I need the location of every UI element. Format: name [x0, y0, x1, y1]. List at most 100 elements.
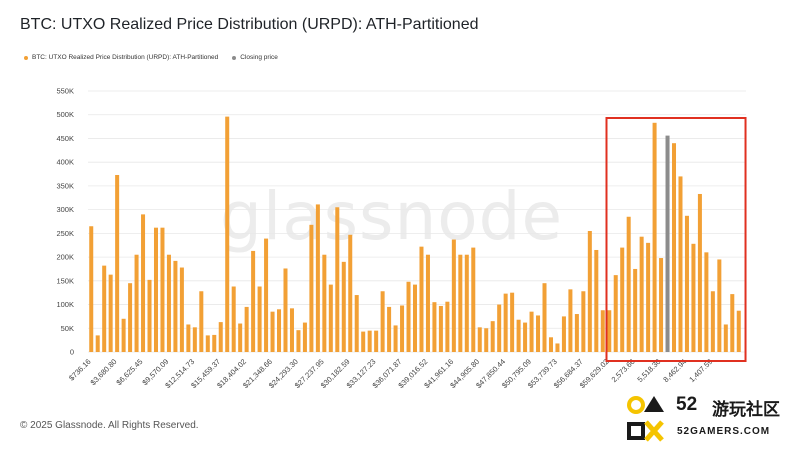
urpd-bar[interactable]: [717, 259, 722, 352]
urpd-bar[interactable]: [561, 316, 566, 352]
urpd-bar[interactable]: [730, 294, 735, 352]
urpd-bar[interactable]: [536, 315, 541, 352]
urpd-bar[interactable]: [710, 291, 715, 352]
urpd-bar[interactable]: [102, 265, 107, 352]
urpd-bar[interactable]: [141, 214, 146, 352]
urpd-bar[interactable]: [594, 249, 599, 352]
urpd-bar[interactable]: [652, 122, 657, 352]
urpd-bar[interactable]: [289, 308, 294, 352]
legend-item-urpd[interactable]: BTC: UTXO Realized Price Distribution (U…: [24, 54, 218, 61]
urpd-bar[interactable]: [646, 242, 651, 352]
urpd-bar[interactable]: [393, 325, 398, 352]
urpd-bar[interactable]: [620, 247, 625, 352]
urpd-bar[interactable]: [251, 250, 256, 352]
urpd-bar[interactable]: [218, 322, 223, 352]
urpd-bar[interactable]: [134, 254, 139, 352]
urpd-bar[interactable]: [529, 311, 534, 352]
urpd-bar[interactable]: [704, 252, 709, 352]
urpd-bar[interactable]: [613, 275, 618, 352]
urpd-bar[interactable]: [160, 227, 165, 352]
urpd-bar[interactable]: [490, 321, 495, 352]
urpd-bar[interactable]: [432, 302, 437, 352]
urpd-bar[interactable]: [283, 268, 288, 352]
urpd-bar[interactable]: [639, 236, 644, 352]
urpd-bar[interactable]: [348, 234, 353, 352]
urpd-bar[interactable]: [425, 254, 430, 352]
urpd-bar[interactable]: [225, 116, 230, 352]
urpd-bar[interactable]: [419, 246, 424, 352]
closing-price-bar[interactable]: [665, 135, 670, 352]
urpd-bar[interactable]: [153, 227, 158, 352]
urpd-bar[interactable]: [192, 327, 197, 352]
urpd-bar[interactable]: [477, 327, 482, 352]
urpd-bar[interactable]: [199, 291, 204, 352]
urpd-bar[interactable]: [257, 286, 262, 352]
urpd-bar[interactable]: [238, 323, 243, 352]
urpd-bar[interactable]: [497, 304, 502, 352]
urpd-bar[interactable]: [451, 239, 456, 352]
urpd-bar[interactable]: [270, 311, 275, 352]
urpd-bar[interactable]: [147, 279, 152, 352]
urpd-bar[interactable]: [387, 306, 392, 352]
urpd-bar[interactable]: [322, 254, 327, 352]
urpd-bar[interactable]: [95, 335, 100, 352]
urpd-bar[interactable]: [516, 319, 521, 352]
urpd-bar[interactable]: [335, 207, 340, 352]
urpd-bar[interactable]: [723, 324, 728, 352]
urpd-bar[interactable]: [302, 322, 307, 352]
urpd-bar[interactable]: [697, 193, 702, 352]
urpd-bar[interactable]: [296, 330, 301, 352]
urpd-bar[interactable]: [309, 224, 314, 352]
urpd-bar[interactable]: [89, 226, 94, 352]
urpd-bar[interactable]: [406, 281, 411, 352]
urpd-bar[interactable]: [328, 284, 333, 352]
urpd-bar[interactable]: [458, 254, 463, 352]
urpd-bar[interactable]: [548, 337, 553, 352]
urpd-bar[interactable]: [166, 254, 171, 352]
urpd-bar[interactable]: [633, 268, 638, 352]
urpd-bar[interactable]: [626, 216, 631, 352]
urpd-bar[interactable]: [684, 215, 689, 352]
urpd-bar[interactable]: [400, 305, 405, 352]
urpd-bar[interactable]: [277, 309, 282, 352]
urpd-bar[interactable]: [438, 305, 443, 352]
urpd-bar[interactable]: [574, 314, 579, 352]
urpd-bar[interactable]: [128, 283, 133, 352]
urpd-bar[interactable]: [510, 292, 515, 352]
urpd-bar[interactable]: [587, 230, 592, 352]
urpd-bar[interactable]: [412, 284, 418, 352]
urpd-bar[interactable]: [244, 306, 249, 352]
urpd-bar[interactable]: [341, 261, 346, 352]
urpd-bar[interactable]: [380, 291, 385, 352]
urpd-bar[interactable]: [264, 238, 269, 352]
urpd-bar[interactable]: [445, 301, 450, 352]
urpd-bar[interactable]: [691, 243, 696, 352]
urpd-bar[interactable]: [607, 310, 612, 352]
urpd-bar[interactable]: [354, 295, 359, 352]
urpd-bar[interactable]: [108, 274, 113, 352]
urpd-bar[interactable]: [115, 174, 120, 352]
urpd-bar[interactable]: [121, 318, 126, 352]
urpd-bar[interactable]: [581, 291, 586, 352]
urpd-bar[interactable]: [179, 267, 184, 352]
urpd-bar[interactable]: [374, 330, 379, 352]
urpd-bar[interactable]: [555, 343, 560, 352]
urpd-bar[interactable]: [503, 293, 508, 352]
urpd-bar[interactable]: [600, 310, 605, 352]
urpd-bar[interactable]: [659, 258, 664, 352]
urpd-bar[interactable]: [471, 247, 476, 352]
urpd-bar[interactable]: [523, 322, 528, 352]
urpd-bar[interactable]: [231, 286, 236, 352]
urpd-bar[interactable]: [186, 324, 191, 352]
urpd-bar[interactable]: [212, 334, 217, 352]
urpd-bar[interactable]: [315, 204, 320, 352]
urpd-bar[interactable]: [672, 143, 677, 352]
urpd-bar[interactable]: [464, 254, 469, 352]
urpd-bar[interactable]: [484, 328, 489, 352]
urpd-bar[interactable]: [361, 331, 366, 352]
urpd-bar[interactable]: [542, 283, 547, 352]
urpd-bar[interactable]: [205, 335, 210, 352]
urpd-bar[interactable]: [678, 176, 683, 352]
legend-item-closing-price[interactable]: Closing price: [232, 54, 278, 61]
urpd-bar[interactable]: [736, 310, 741, 352]
